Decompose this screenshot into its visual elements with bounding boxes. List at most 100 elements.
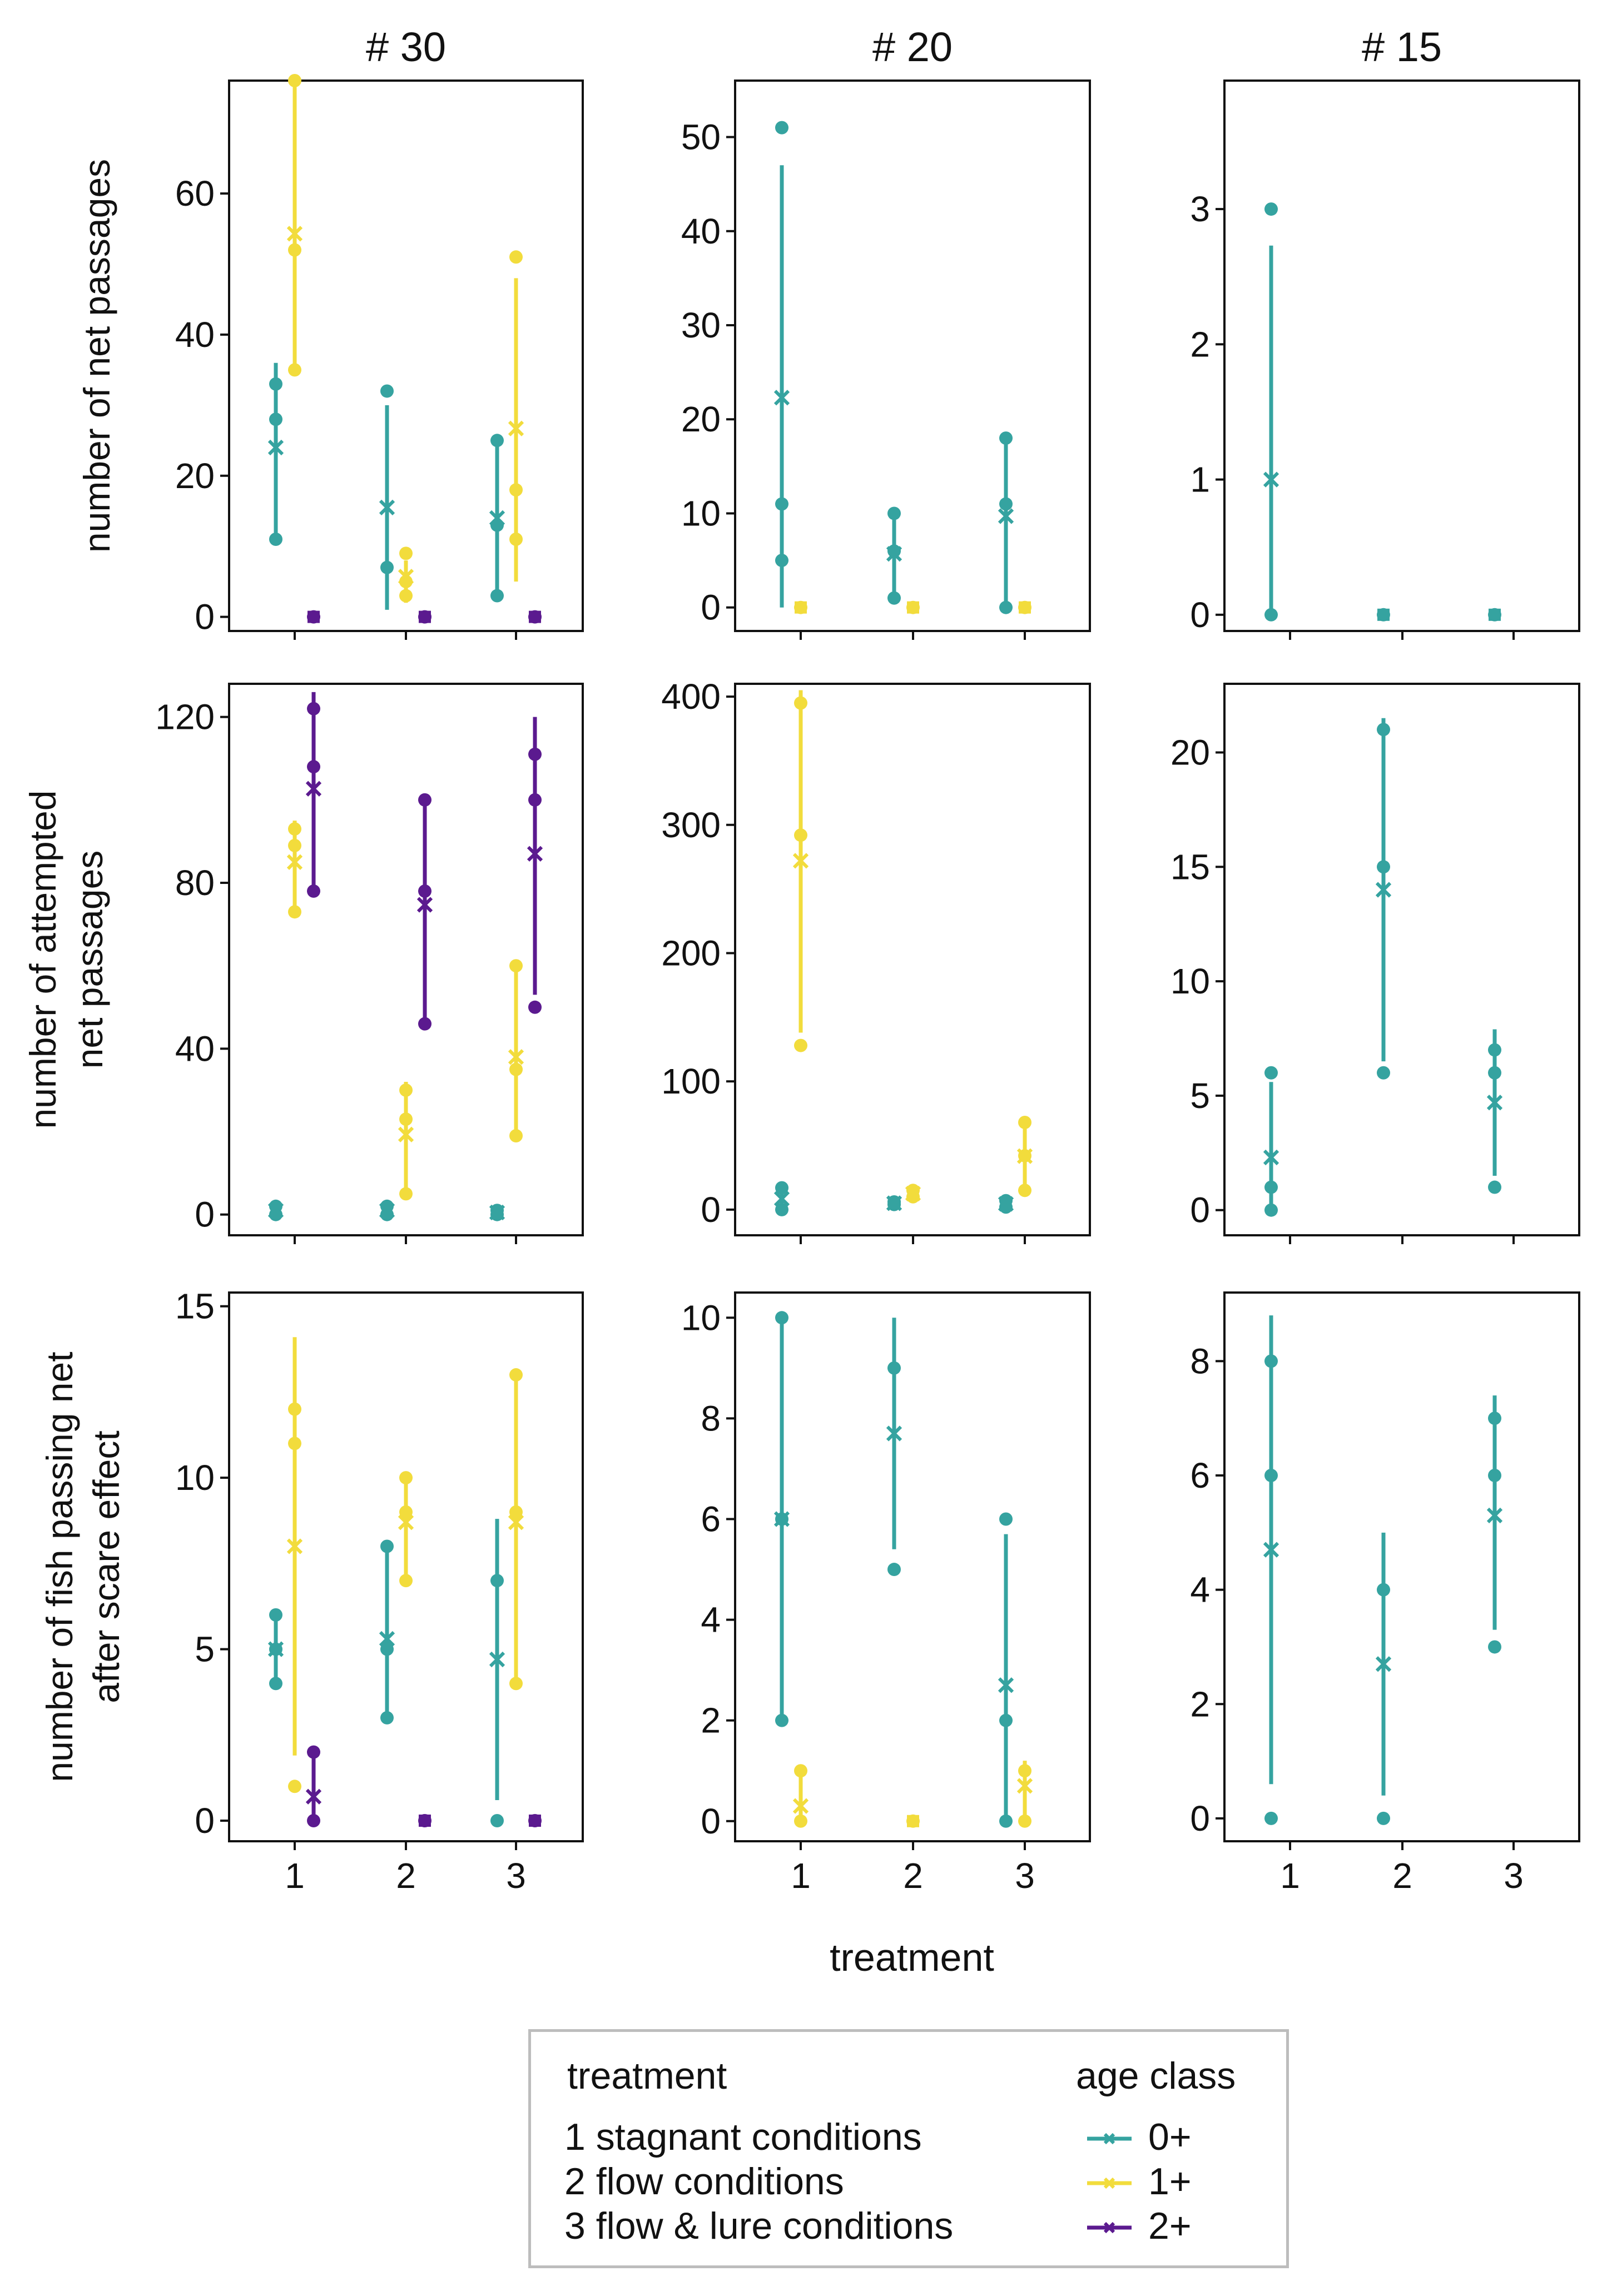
data-point-r3c2-t3-0plus [999, 1814, 1013, 1828]
mean-marker-r1c1-t1-1plus [286, 226, 303, 242]
mean-marker-r1c2-t1-1plus [795, 601, 807, 614]
data-point-r1c1-t3-1plus [509, 533, 523, 546]
mean-marker-r1c2-t2-1plus [907, 601, 919, 614]
data-point-r3c2-t1-1plus [794, 1814, 807, 1828]
data-point-r1c1-t3-0plus [490, 589, 504, 603]
ytick-label-r2c2: 400 [661, 677, 721, 717]
data-point-r2c3-t1-0plus [1264, 1066, 1278, 1080]
ytick-label-r3c3: 8 [1190, 1341, 1210, 1381]
data-point-r2c3-t2-0plus [1377, 723, 1390, 737]
data-point-r1c1-t2-1plus [399, 546, 413, 560]
data-point-r2c1-t3-1plus [509, 1062, 523, 1076]
mean-marker-r1c3-t2-0plus [1377, 608, 1390, 621]
data-point-r2c1-t1-1plus [288, 838, 301, 852]
mean-marker-r3c1-t2-0plus [379, 1631, 395, 1647]
mean-marker-r2c1-t1-0plus [267, 1202, 284, 1219]
mean-marker-r2c1-t3-1plus [508, 1049, 524, 1065]
ytick-label-r2c3: 20 [1170, 732, 1210, 772]
data-point-r3c1-t2-1plus [399, 1574, 413, 1588]
data-point-r2c1-t2-1plus [399, 1083, 413, 1097]
data-point-r2c1-t1-2plus [307, 760, 320, 774]
legend-treatment-2: 2 flow conditions [564, 2160, 844, 2203]
ytick-label-r2c3: 5 [1190, 1076, 1210, 1116]
data-point-r2c1-t2-1plus [399, 1187, 413, 1201]
data-point-r3c1-t1-1plus [288, 1780, 301, 1793]
mean-marker-r2c1-t1-2plus [305, 781, 322, 797]
mean-marker-r1c1-t1-0plus [267, 439, 284, 456]
ytick-label-r2c1: 120 [155, 697, 215, 737]
data-point-r2c2-t1-1plus [794, 828, 807, 842]
data-point-r3c1-t2-0plus [380, 1539, 394, 1553]
data-point-r2c1-t2-2plus [418, 793, 432, 807]
data-point-r1c1-t2-0plus [380, 560, 394, 574]
data-point-r1c2-t2-0plus [887, 506, 901, 520]
data-point-r3c1-t1-0plus [269, 1677, 282, 1691]
row-ylabel-1: number of net passages [76, 159, 117, 553]
ytick-label-r2c3: 15 [1170, 847, 1210, 887]
legend-treatment-1: 1 stagnant conditions [564, 2116, 922, 2158]
ytick-label-r1c2: 0 [701, 588, 721, 628]
ytick-label-r3c1: 0 [195, 1801, 215, 1841]
mean-marker-r3c2-t1-1plus [792, 1798, 809, 1814]
column-title-2: # 20 [872, 24, 953, 70]
mean-marker-r2c2-t2-1plus [905, 1185, 921, 1202]
data-point-r2c1-t3-2plus [528, 747, 542, 761]
data-point-r2c3-t1-0plus [1264, 1203, 1278, 1217]
data-point-r3c3-t3-0plus [1488, 1469, 1501, 1482]
data-point-r2c2-t3-1plus [1018, 1184, 1031, 1197]
data-point-r3c1-t3-1plus [509, 1677, 523, 1691]
ytick-label-r3c2: 6 [701, 1499, 721, 1539]
mean-marker-r1c2-t2-0plus [886, 546, 902, 562]
xtick-label-r3c3: 1 [1280, 1856, 1300, 1896]
mean-marker-r2c1-t2-1plus [398, 1126, 414, 1142]
data-point-r3c2-t1-0plus [775, 1713, 788, 1727]
data-point-r3c1-t1-1plus [288, 1437, 301, 1450]
data-point-r2c1-t3-1plus [509, 1129, 523, 1142]
data-point-r3c1-t2-0plus [380, 1711, 394, 1725]
ytick-label-r1c1: 40 [175, 315, 215, 355]
data-point-r2c1-t3-2plus [528, 793, 542, 807]
mean-marker-r3c2-t1-0plus [773, 1511, 790, 1527]
mean-marker-r3c1-t3-2plus [529, 1814, 541, 1827]
data-point-r2c3-t3-0plus [1488, 1180, 1501, 1194]
ytick-label-r1c2: 30 [681, 305, 721, 345]
data-point-r1c2-t1-0plus [775, 121, 788, 135]
x-axis-label: treatment [830, 1936, 994, 1979]
mean-marker-r1c1-t3-0plus [489, 510, 505, 526]
mean-marker-r1c2-t3-0plus [998, 508, 1014, 524]
ytick-label-r3c3: 4 [1190, 1570, 1210, 1610]
data-point-r2c2-t1-1plus [794, 1038, 807, 1052]
data-point-r2c3-t3-0plus [1488, 1066, 1501, 1080]
ytick-label-r2c2: 300 [661, 805, 721, 845]
ytick-label-r3c2: 8 [701, 1398, 721, 1438]
data-point-r3c1-t2-1plus [399, 1505, 413, 1519]
mean-marker-r3c1-t3-1plus [508, 1514, 524, 1530]
column-title-3: # 15 [1362, 24, 1442, 70]
data-point-r3c2-t3-1plus [1018, 1814, 1031, 1828]
mean-marker-r1c3-t3-0plus [1489, 608, 1501, 621]
data-point-r3c3-t1-0plus [1264, 1469, 1278, 1482]
data-point-r1c1-t1-1plus [288, 74, 301, 87]
data-point-r1c1-t2-0plus [380, 384, 394, 398]
data-point-r2c2-t3-0plus [999, 1200, 1013, 1214]
data-point-r3c3-t3-0plus [1488, 1412, 1501, 1425]
data-point-r1c2-t2-0plus [887, 544, 901, 558]
mean-marker-r3c1-t2-1plus [398, 1514, 414, 1530]
mean-marker-r2c1-t3-2plus [527, 846, 543, 862]
ytick-label-r2c3: 10 [1170, 961, 1210, 1001]
mean-marker-r3c2-t3-1plus [1016, 1778, 1033, 1794]
xtick-label-r3c2: 3 [1015, 1856, 1035, 1896]
data-point-r2c1-t1-1plus [288, 905, 301, 919]
data-point-r3c3-t1-0plus [1264, 1811, 1278, 1825]
data-point-r2c3-t2-0plus [1377, 1066, 1390, 1080]
ytick-label-r1c2: 50 [681, 117, 721, 157]
data-point-r3c1-t1-1plus [288, 1402, 301, 1416]
xtick-label-r3c1: 2 [396, 1856, 416, 1896]
xtick-label-r3c2: 2 [903, 1856, 923, 1896]
row-ylabel-3: number of fish passing net after scare ef… [39, 1351, 127, 1782]
panel-frame-r2c2 [734, 683, 1091, 1236]
ytick-label-r1c2: 10 [681, 493, 721, 533]
data-point-r3c2-t1-1plus [794, 1764, 807, 1778]
xtick-label-r3c2: 1 [791, 1856, 811, 1896]
